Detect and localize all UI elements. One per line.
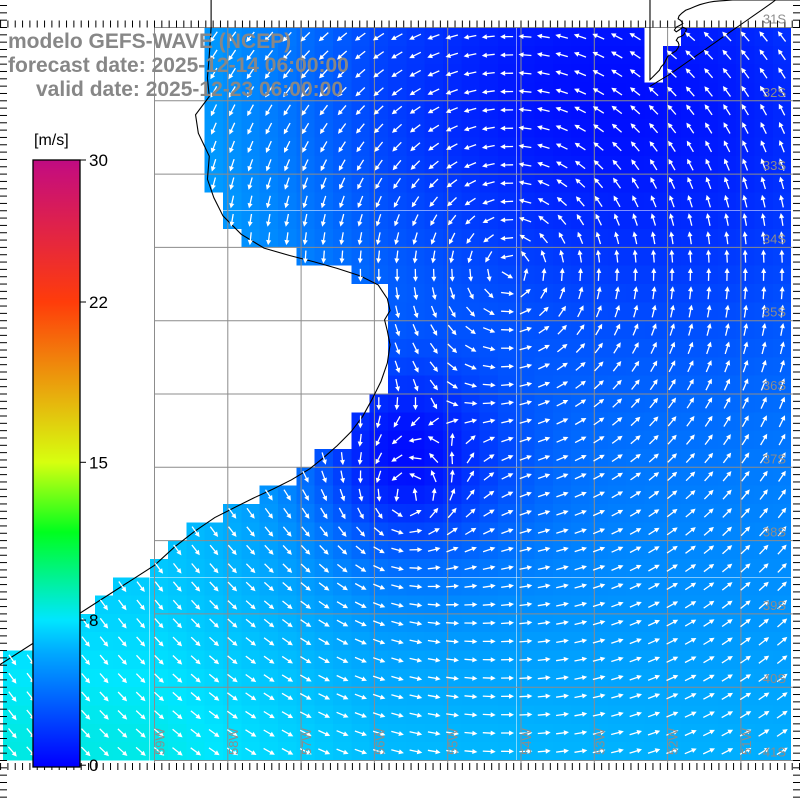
- svg-text:40S: 40S: [763, 671, 786, 686]
- svg-text:31S: 31S: [763, 12, 786, 27]
- svg-text:39S: 39S: [763, 598, 786, 613]
- svg-text:51W: 51W: [739, 728, 754, 755]
- svg-text:59W: 59W: [153, 728, 168, 755]
- svg-text:57W: 57W: [299, 728, 314, 755]
- svg-text:58W: 58W: [226, 728, 241, 755]
- svg-text:33S: 33S: [763, 158, 786, 173]
- svg-text:38S: 38S: [763, 525, 786, 540]
- svg-text:30: 30: [89, 151, 108, 170]
- svg-text:56W: 56W: [372, 728, 387, 755]
- svg-text:15: 15: [89, 453, 108, 472]
- svg-text:55W: 55W: [446, 728, 461, 755]
- svg-text:53W: 53W: [592, 728, 607, 755]
- svg-text:0: 0: [89, 756, 98, 775]
- svg-text:34S: 34S: [763, 231, 786, 246]
- svg-text:22: 22: [89, 293, 108, 312]
- svg-text:36S: 36S: [763, 378, 786, 393]
- svg-text:37S: 37S: [763, 451, 786, 466]
- svg-text:41S: 41S: [763, 745, 786, 760]
- svg-text:52W: 52W: [666, 728, 681, 755]
- svg-text:54W: 54W: [519, 728, 534, 755]
- svg-text:35S: 35S: [763, 305, 786, 320]
- svg-text:8: 8: [89, 611, 98, 630]
